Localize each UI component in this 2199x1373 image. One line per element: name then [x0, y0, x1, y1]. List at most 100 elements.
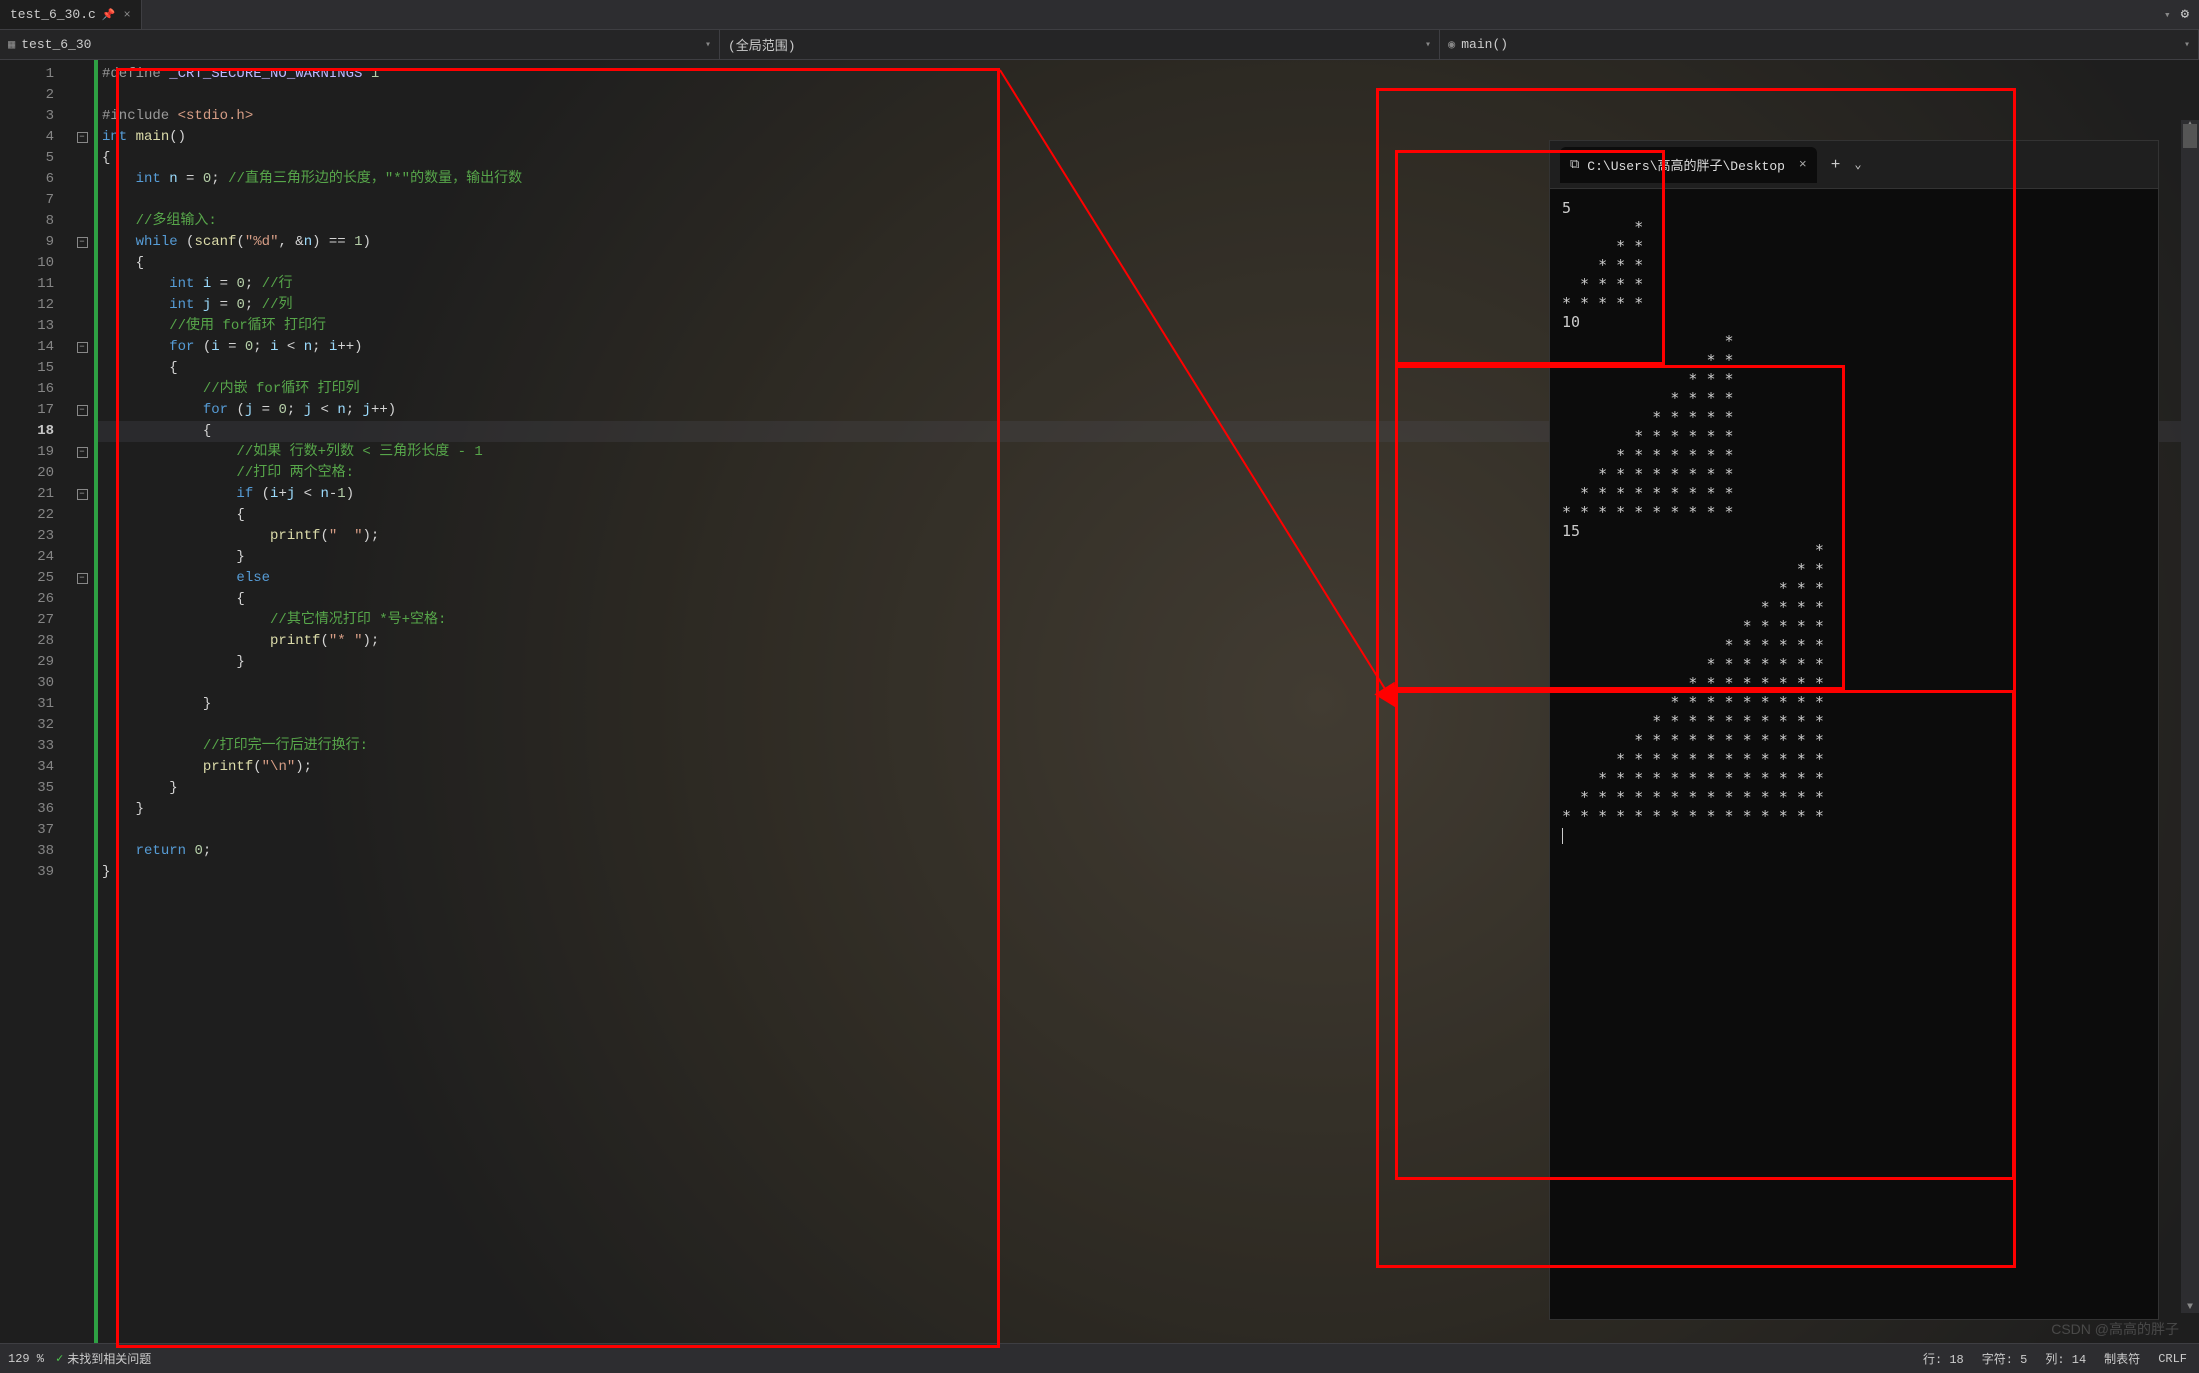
terminal-icon: ⧉ — [1570, 157, 1579, 172]
line-number: 10 — [0, 253, 54, 274]
new-tab-button[interactable]: + — [1831, 156, 1841, 174]
status-char[interactable]: 字符: 5 — [1982, 1350, 2028, 1367]
fold-toggle — [70, 190, 94, 211]
file-tab[interactable]: test_6_30.c 📌 × — [0, 0, 142, 29]
fold-toggle — [70, 589, 94, 610]
fold-toggle — [70, 85, 94, 106]
scrollbar-thumb[interactable] — [2183, 124, 2197, 148]
line-number: 25 — [0, 568, 54, 589]
fold-toggle[interactable]: − — [70, 484, 94, 505]
code-line[interactable]: #include <stdio.h> — [98, 106, 2199, 127]
fold-toggle — [70, 715, 94, 736]
line-number: 26 — [0, 589, 54, 610]
line-number: 7 — [0, 190, 54, 211]
fold-toggle — [70, 631, 94, 652]
line-number: 31 — [0, 694, 54, 715]
line-number: 20 — [0, 463, 54, 484]
status-bar: 129 % ✓ 未找到相关问题 行: 18 字符: 5 列: 14 制表符 CR… — [0, 1343, 2199, 1373]
status-crlf[interactable]: CRLF — [2158, 1352, 2187, 1366]
dropdown-icon[interactable]: ▾ — [2164, 8, 2171, 22]
line-number: 1 — [0, 64, 54, 85]
fold-column: − − − − − − − — [70, 60, 94, 1343]
tab-bar: test_6_30.c 📌 × ▾ ⚙ — [0, 0, 2199, 30]
fold-toggle — [70, 106, 94, 127]
line-number: 17 — [0, 400, 54, 421]
line-number: 3 — [0, 106, 54, 127]
project-icon: ▦ — [8, 37, 15, 52]
nav-scope[interactable]: (全局范围) ▾ — [720, 30, 1440, 59]
line-number: 6 — [0, 169, 54, 190]
terminal-output[interactable]: 5 * * * * * * * * * * * * * * * 10 * * *… — [1550, 189, 2158, 1319]
fold-toggle — [70, 778, 94, 799]
gear-icon[interactable]: ⚙ — [2181, 6, 2189, 23]
fold-toggle — [70, 799, 94, 820]
fold-toggle — [70, 505, 94, 526]
chevron-down-icon[interactable]: ⌄ — [1854, 157, 1861, 172]
nav-scope-label: (全局范围) — [728, 35, 796, 54]
code-line[interactable] — [98, 85, 2199, 106]
line-number: 37 — [0, 820, 54, 841]
fold-toggle — [70, 64, 94, 85]
fold-toggle — [70, 463, 94, 484]
fold-toggle — [70, 253, 94, 274]
fold-toggle[interactable]: − — [70, 232, 94, 253]
status-tabs[interactable]: 制表符 — [2104, 1350, 2140, 1367]
line-number: 27 — [0, 610, 54, 631]
fold-toggle — [70, 757, 94, 778]
fold-toggle — [70, 547, 94, 568]
code-line[interactable]: #define _CRT_SECURE_NO_WARNINGS 1 — [98, 64, 2199, 85]
fold-toggle — [70, 673, 94, 694]
terminal-tab[interactable]: ⧉ C:\Users\高高的胖子\Desktop × — [1560, 147, 1817, 183]
close-icon[interactable]: × — [124, 8, 131, 22]
nav-project-label: test_6_30 — [21, 37, 91, 52]
status-left: 129 % ✓ 未找到相关问题 — [0, 1350, 151, 1367]
line-number: 35 — [0, 778, 54, 799]
nav-function[interactable]: ◉ main() ▾ — [1440, 30, 2199, 59]
line-number: 29 — [0, 652, 54, 673]
fold-toggle[interactable]: − — [70, 337, 94, 358]
watermark: CSDN @高高的胖子 — [2051, 1319, 2179, 1339]
line-number: 36 — [0, 799, 54, 820]
fold-toggle — [70, 841, 94, 862]
fold-toggle — [70, 358, 94, 379]
fold-toggle — [70, 211, 94, 232]
line-number: 34 — [0, 757, 54, 778]
zoom-level[interactable]: 129 % — [8, 1352, 44, 1366]
function-icon: ◉ — [1448, 37, 1455, 52]
fold-toggle — [70, 862, 94, 883]
tab-title: test_6_30.c — [10, 7, 96, 22]
fold-toggle — [70, 316, 94, 337]
fold-toggle[interactable]: − — [70, 400, 94, 421]
line-number: 38 — [0, 841, 54, 862]
line-number: 21 — [0, 484, 54, 505]
fold-toggle[interactable]: − — [70, 127, 94, 148]
chevron-down-icon[interactable]: ▾ — [2184, 39, 2190, 51]
line-number: 9 — [0, 232, 54, 253]
fold-toggle — [70, 652, 94, 673]
fold-toggle — [70, 295, 94, 316]
line-number: 13 — [0, 316, 54, 337]
pin-icon[interactable]: 📌 — [102, 8, 116, 22]
line-number: 24 — [0, 547, 54, 568]
status-row[interactable]: 行: 18 — [1923, 1350, 1964, 1367]
no-issues[interactable]: ✓ 未找到相关问题 — [56, 1350, 151, 1367]
line-number: 12 — [0, 295, 54, 316]
terminal-window: ⧉ C:\Users\高高的胖子\Desktop × + ⌄ 5 * * * *… — [1549, 140, 2159, 1320]
fold-toggle — [70, 610, 94, 631]
vertical-scrollbar[interactable]: ▲ ▼ — [2181, 120, 2199, 1313]
editor-area: 1234567891011121314151617181920212223242… — [0, 60, 2199, 1343]
fold-toggle[interactable]: − — [70, 568, 94, 589]
status-right: 行: 18 字符: 5 列: 14 制表符 CRLF — [1923, 1350, 2199, 1367]
close-icon[interactable]: × — [1799, 157, 1807, 172]
chevron-down-icon[interactable]: ▾ — [705, 39, 711, 51]
fold-toggle[interactable]: − — [70, 442, 94, 463]
line-number: 33 — [0, 736, 54, 757]
status-col[interactable]: 列: 14 — [2045, 1350, 2086, 1367]
line-number: 30 — [0, 673, 54, 694]
scroll-down-icon[interactable]: ▼ — [2181, 1302, 2199, 1313]
fold-toggle — [70, 169, 94, 190]
chevron-down-icon[interactable]: ▾ — [1425, 39, 1431, 51]
nav-project[interactable]: ▦ test_6_30 ▾ — [0, 30, 720, 59]
line-number: 5 — [0, 148, 54, 169]
fold-toggle — [70, 820, 94, 841]
